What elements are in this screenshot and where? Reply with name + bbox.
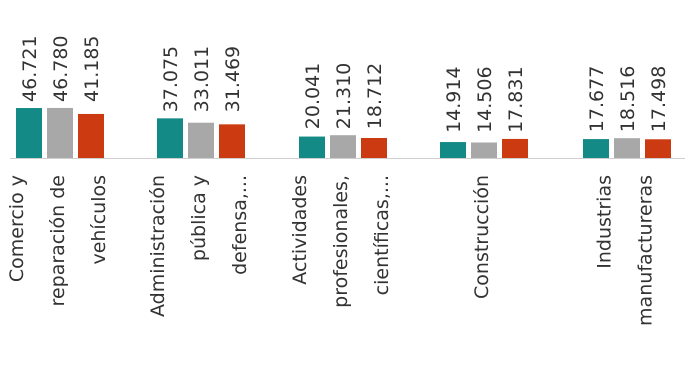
bar-4-series-2 <box>471 142 497 158</box>
bar-1-series-2 <box>47 107 73 158</box>
bar-2-series-3 <box>219 124 245 158</box>
bar-1-series-3 <box>78 113 104 158</box>
bar-3-series-2 <box>330 135 356 158</box>
category-label-1-line-3: vehículos <box>88 175 110 265</box>
bar-3-series-3 <box>361 137 387 158</box>
bar-4-series-1 <box>440 142 466 158</box>
category-label-4-line-1: Construcción <box>471 175 493 299</box>
category-label-3-line-3: científicas,... <box>371 175 393 295</box>
value-label-5-1: 17.677 <box>586 66 608 132</box>
bar-2-series-2 <box>188 122 214 158</box>
bar-2-series-1 <box>157 118 183 158</box>
bar-5-series-2 <box>614 138 640 158</box>
value-labels-layer: 46.721 46.780 41.185 37.075 33.011 31.469 20.0… <box>19 35 670 132</box>
category-labels-layer: Comercio y reparación de vehículos Administ… <box>6 175 657 326</box>
category-label-5-line-2: manufactureras <box>635 175 657 326</box>
value-label-3-2: 21.310 <box>333 63 355 129</box>
category-label-2-line-2: pública y <box>188 175 210 261</box>
value-label-3-3: 18.712 <box>364 63 386 129</box>
value-label-5-3: 17.498 <box>648 66 670 132</box>
value-label-2-1: 37.075 <box>160 46 182 112</box>
value-label-1-1: 46.721 <box>19 35 41 101</box>
bar-4-series-3 <box>502 138 528 158</box>
category-label-1-line-2: reparación de <box>47 175 69 306</box>
value-label-1-3: 41.185 <box>81 35 103 101</box>
category-label-2-line-1: Administración <box>147 175 169 317</box>
value-label-5-2: 18.516 <box>617 66 639 132</box>
bar-3-series-1 <box>299 136 325 158</box>
value-label-2-2: 33.011 <box>191 46 213 112</box>
category-label-2-line-3: defensa,... <box>229 175 251 275</box>
category-label-3-line-1: Actividades <box>289 175 311 285</box>
value-label-1-2: 46.780 <box>50 35 72 101</box>
category-label-3-line-2: profesionales, <box>330 175 352 308</box>
value-label-4-1: 14.914 <box>443 66 465 132</box>
bars-layer <box>16 107 671 158</box>
category-label-1-line-1: Comercio y <box>6 175 28 282</box>
category-label-5-line-1: Industrias <box>594 175 616 269</box>
bar-1-series-1 <box>16 108 42 158</box>
value-label-3-1: 20.041 <box>302 63 324 129</box>
value-label-4-2: 14.506 <box>474 66 496 132</box>
bar-5-series-1 <box>583 139 609 158</box>
value-label-4-3: 17.831 <box>505 66 527 132</box>
bar-5-series-3 <box>645 139 671 158</box>
value-label-2-3: 31.469 <box>222 46 244 112</box>
